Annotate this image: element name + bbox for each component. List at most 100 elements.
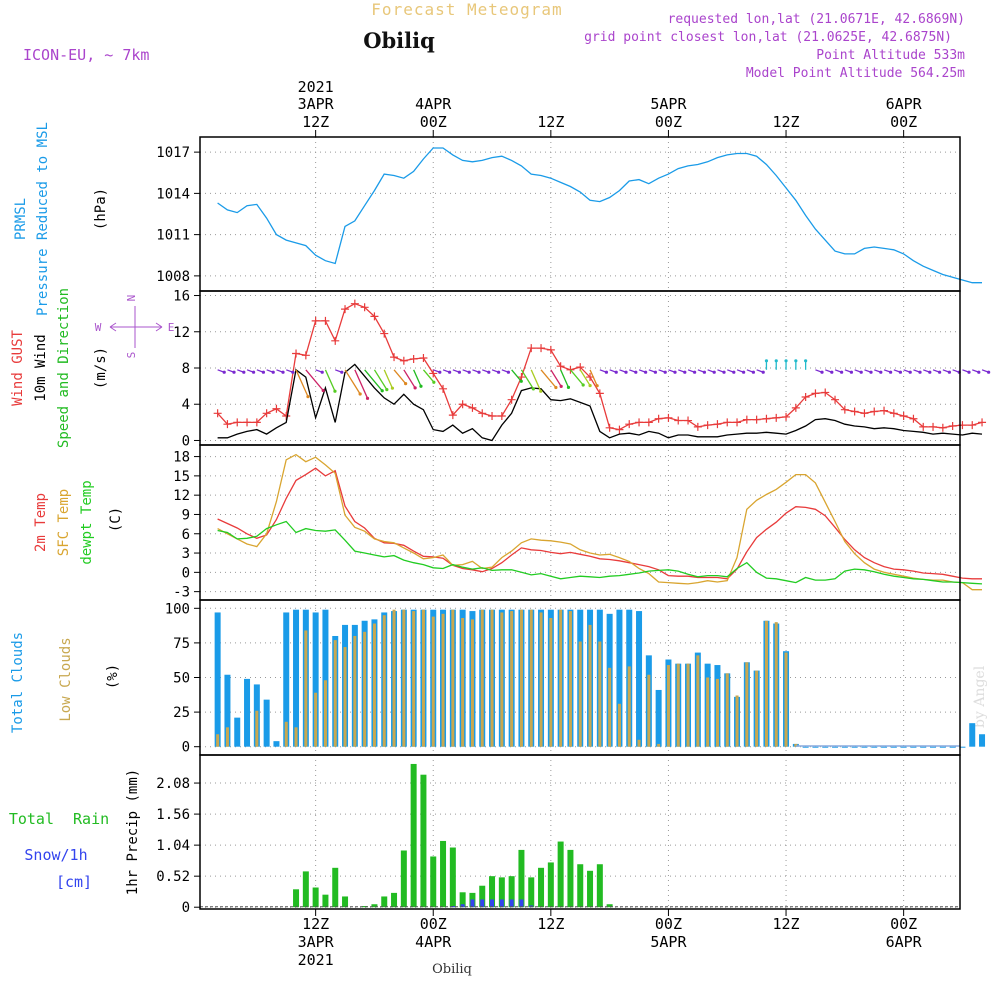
y-tick-label: 12 bbox=[173, 488, 190, 504]
y-tick-label: 4 bbox=[182, 397, 190, 413]
wind-arrow-head bbox=[506, 370, 511, 374]
wind-arrow-head bbox=[595, 384, 599, 388]
top-tick-label-date: 4APR bbox=[415, 95, 452, 113]
wind-direction-arrow bbox=[962, 369, 971, 374]
wind-arrow-head bbox=[448, 370, 452, 374]
wind-arrow-shaft bbox=[344, 369, 361, 395]
wind-direction-arrow bbox=[932, 369, 942, 374]
wind-arrow-head bbox=[663, 370, 667, 374]
gust-marker bbox=[752, 415, 761, 424]
wind-arrow-head bbox=[918, 370, 922, 374]
wind-arrow-head bbox=[365, 396, 370, 400]
rain-bar bbox=[420, 774, 427, 908]
gust-marker bbox=[429, 369, 438, 378]
wind-arrow-shaft bbox=[393, 369, 407, 385]
y-axis-unit: (%) bbox=[105, 664, 121, 689]
low-cloud-bar bbox=[578, 641, 582, 747]
wind-direction-arrow bbox=[658, 369, 667, 374]
low-cloud-bar bbox=[686, 663, 690, 747]
wind-arrow-head bbox=[761, 370, 765, 374]
wind-arrow-head bbox=[419, 384, 423, 388]
wind-arrow-head bbox=[554, 385, 558, 390]
gust-marker bbox=[684, 416, 693, 425]
rain-bar bbox=[596, 864, 603, 908]
y-axis-title-3: dewpt Temp bbox=[79, 480, 95, 564]
total-cloud-bar bbox=[939, 746, 946, 748]
low-cloud-bar bbox=[745, 662, 749, 747]
total-cloud-bar bbox=[273, 741, 280, 747]
wind-arrow-head bbox=[588, 383, 592, 388]
wind-direction-arrow bbox=[707, 369, 716, 374]
y-tick-label: 9 bbox=[182, 507, 190, 523]
gust-marker bbox=[370, 312, 379, 321]
wind-direction-arrow bbox=[383, 369, 395, 390]
low-cloud-bar bbox=[706, 677, 710, 747]
wind-arrow-head bbox=[774, 359, 778, 363]
gust-marker bbox=[488, 412, 497, 421]
total-cloud-bar bbox=[293, 609, 300, 747]
low-cloud-bar bbox=[490, 609, 494, 747]
wind-direction-arrow bbox=[315, 369, 324, 374]
wind-direction-arrow bbox=[727, 369, 736, 374]
y-tick-label: 75 bbox=[173, 636, 190, 652]
gust-marker bbox=[860, 409, 869, 418]
top-tick-label-date: 5APR bbox=[650, 95, 687, 113]
wind-direction-arrow bbox=[501, 369, 511, 374]
wind-direction-arrow bbox=[491, 369, 501, 374]
snow-bar bbox=[460, 904, 465, 908]
top-tick-label-hour: 12Z bbox=[302, 113, 329, 131]
compass-w: W bbox=[95, 321, 102, 334]
gust-marker bbox=[439, 384, 448, 393]
low-cloud-bar bbox=[666, 665, 670, 747]
gust-marker bbox=[262, 409, 271, 418]
wind-arrow-head bbox=[566, 385, 571, 389]
location-title: Obiliq bbox=[363, 28, 435, 53]
top-tick-label-date: 6APR bbox=[886, 95, 923, 113]
wind-arrow-shaft bbox=[295, 369, 309, 397]
gust-marker bbox=[292, 349, 301, 358]
top-tick-label-hour: 12Z bbox=[772, 113, 799, 131]
rain-bar bbox=[518, 849, 525, 908]
low-cloud-bar bbox=[637, 739, 641, 747]
wind-arrow-head bbox=[519, 379, 523, 383]
wind-arrow-head bbox=[306, 395, 310, 399]
wind-arrow-head bbox=[849, 370, 854, 374]
wind-arrow-head bbox=[497, 370, 501, 374]
low-cloud-bar bbox=[421, 609, 425, 747]
wind-arrow-head bbox=[644, 370, 648, 374]
rain-bar bbox=[430, 856, 437, 908]
gust-marker bbox=[321, 316, 330, 325]
rain-bar bbox=[498, 877, 505, 908]
y-axis-unit: 1hr Precip (mm) bbox=[125, 769, 141, 895]
wind-arrow-head bbox=[889, 370, 893, 374]
wind-direction-arrow bbox=[648, 369, 658, 374]
gust-marker bbox=[742, 415, 751, 424]
wind-direction-arrow bbox=[638, 369, 648, 374]
total-cloud-bar bbox=[900, 746, 907, 748]
rain-bar bbox=[567, 849, 574, 908]
wind-direction-arrow bbox=[736, 369, 746, 374]
low-cloud-bar bbox=[480, 609, 484, 747]
wind-arrow-head bbox=[380, 389, 384, 393]
gust-marker bbox=[929, 422, 938, 431]
gust-marker bbox=[831, 395, 840, 404]
compass-cross bbox=[109, 306, 163, 348]
wind-direction-arrow bbox=[589, 369, 599, 388]
total-cloud-bar bbox=[881, 746, 888, 748]
wind-direction-arrow bbox=[276, 369, 285, 374]
low-cloud-bar bbox=[647, 674, 651, 747]
wind-arrow-shaft bbox=[324, 369, 336, 392]
wind-arrow-head bbox=[928, 370, 932, 374]
wind-arrow-shaft bbox=[550, 369, 562, 387]
gust-marker bbox=[448, 411, 457, 420]
gust-marker bbox=[252, 418, 261, 427]
rain-bar bbox=[587, 870, 594, 908]
gust-marker bbox=[556, 362, 565, 371]
gust-marker bbox=[909, 414, 918, 423]
compass-s: S bbox=[125, 352, 138, 359]
bottom-tick-label-hour: 00Z bbox=[890, 915, 917, 933]
rain-bar bbox=[449, 847, 456, 908]
wind-arrow-head bbox=[340, 370, 344, 374]
rain-bar bbox=[391, 892, 398, 908]
credit-watermark: by Angel bbox=[972, 665, 988, 728]
